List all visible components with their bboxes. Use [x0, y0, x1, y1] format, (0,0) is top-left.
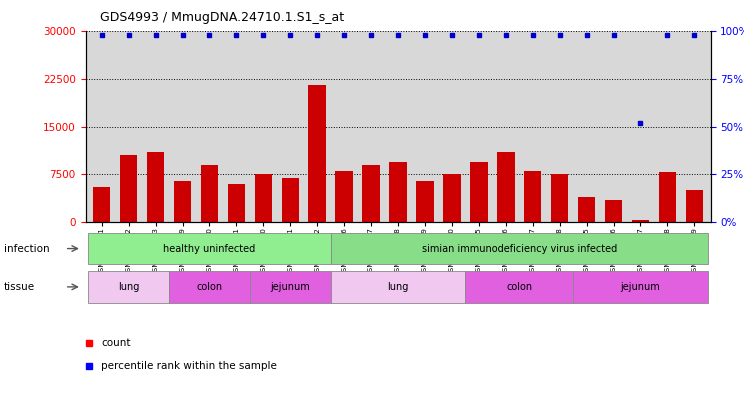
Bar — [201, 165, 218, 222]
Bar — [497, 152, 515, 222]
Bar — [254, 174, 272, 222]
Bar — [551, 174, 568, 222]
Text: colon: colon — [506, 282, 532, 292]
Bar — [578, 196, 595, 222]
Text: percentile rank within the sample: percentile rank within the sample — [101, 361, 277, 371]
Text: jejunum: jejunum — [270, 282, 310, 292]
Bar — [147, 152, 164, 222]
Bar — [336, 171, 353, 222]
Bar — [416, 181, 434, 222]
Text: healthy uninfected: healthy uninfected — [164, 244, 256, 253]
Bar — [169, 271, 250, 303]
Text: lung: lung — [118, 282, 139, 292]
Text: count: count — [101, 338, 131, 348]
Text: jejunum: jejunum — [620, 282, 661, 292]
Bar — [309, 85, 326, 222]
Bar — [89, 271, 169, 303]
Bar — [658, 173, 676, 222]
Text: lung: lung — [388, 282, 408, 292]
Bar — [281, 178, 299, 222]
Text: simian immunodeficiency virus infected: simian immunodeficiency virus infected — [422, 244, 617, 253]
Bar — [250, 271, 330, 303]
Text: infection: infection — [4, 244, 49, 253]
Bar — [632, 220, 650, 222]
Bar — [470, 162, 487, 222]
Text: GDS4993 / MmugDNA.24710.1.S1_s_at: GDS4993 / MmugDNA.24710.1.S1_s_at — [100, 11, 344, 24]
Bar — [524, 171, 542, 222]
Bar — [174, 181, 191, 222]
Bar — [93, 187, 110, 222]
Text: colon: colon — [196, 282, 222, 292]
Bar — [573, 271, 708, 303]
Bar — [389, 162, 407, 222]
Bar — [330, 233, 708, 264]
Bar — [362, 165, 380, 222]
Text: tissue: tissue — [4, 282, 35, 292]
Bar — [443, 174, 461, 222]
Bar — [228, 184, 246, 222]
Bar — [330, 271, 466, 303]
Bar — [686, 190, 703, 222]
Bar — [89, 233, 330, 264]
Bar — [120, 155, 138, 222]
Bar — [466, 271, 573, 303]
Bar — [605, 200, 622, 222]
